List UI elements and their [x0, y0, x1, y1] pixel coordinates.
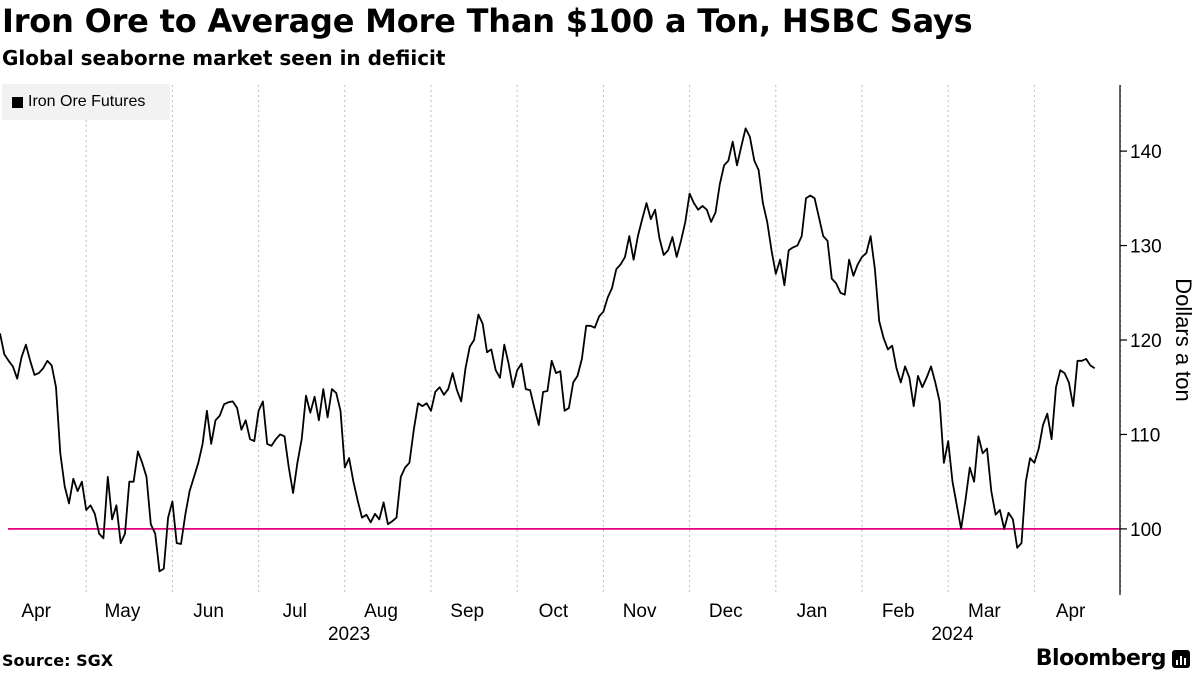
year-label: 2023 [328, 624, 370, 645]
chart-title: Iron Ore to Average More Than $100 a Ton… [2, 2, 973, 40]
x-tick-label: Mar [968, 601, 1001, 622]
x-tick-label: Oct [539, 601, 569, 622]
vertical-gridlines [85, 85, 1122, 595]
source-note: Source: SGX [2, 651, 114, 670]
x-tick-label: Jan [797, 601, 828, 622]
y-tick-label: 120 [1130, 331, 1162, 352]
x-tick-label: Apr [21, 601, 51, 622]
chart-subtitle: Global seaborne market seen in defiicit [2, 46, 446, 70]
y-axis-ticks: 100 110 120 130 140 [1120, 142, 1162, 541]
x-tick-label: Nov [623, 601, 657, 622]
x-tick-label: Apr [1056, 601, 1086, 622]
x-tick-label: Feb [882, 601, 915, 622]
x-tick-label: Dec [709, 601, 743, 622]
x-axis-ticks: Apr May Jun Jul Aug Sep Oct Nov Dec Jan Feb Mar Apr 2… [21, 601, 1086, 645]
legend-label: Iron Ore Futures [28, 93, 146, 110]
brand-name: Bloomberg [1035, 646, 1167, 671]
y-tick-label: 140 [1130, 142, 1162, 163]
y-tick-label: 110 [1130, 425, 1160, 446]
legend: Iron Ore Futures [2, 84, 170, 120]
x-tick-label: Jun [193, 601, 224, 622]
x-tick-label: Sep [450, 601, 484, 622]
x-tick-label: Jul [283, 601, 307, 622]
bloomberg-logo: Bloomberg [1036, 646, 1190, 671]
y-tick-label: 100 [1130, 520, 1162, 541]
series-line-iron-ore-futures [0, 127, 1096, 573]
bloomberg-chart-icon [1172, 649, 1190, 668]
x-tick-label: Aug [364, 601, 398, 622]
y-tick-label: 130 [1130, 237, 1162, 258]
y-axis-label: Dollars a ton [1171, 278, 1196, 402]
year-label: 2024 [931, 624, 974, 645]
legend-swatch [12, 96, 23, 108]
x-tick-label: May [104, 601, 140, 622]
